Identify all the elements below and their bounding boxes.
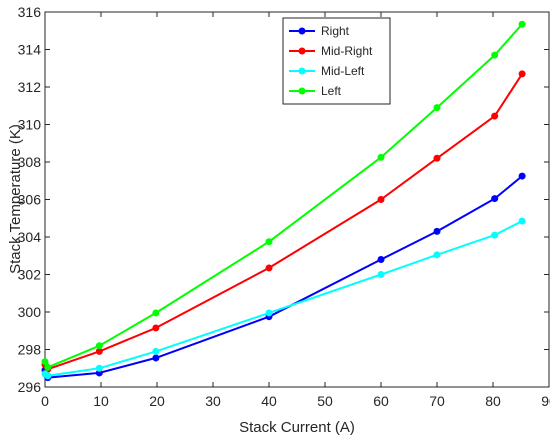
data-point-right — [491, 195, 499, 203]
data-point-left — [265, 238, 273, 246]
data-point-left — [377, 153, 385, 161]
tick-labels: 0 10 20 30 40 50 60 70 80 90 296 298 300 302 304 306 308… — [18, 4, 550, 409]
data-point-left — [44, 363, 52, 371]
data-point-left — [491, 51, 499, 59]
x-tick-label: 20 — [149, 393, 165, 409]
legend: Right Mid-Right Mid-Left Left — [282, 17, 391, 105]
legend-label-right: Right — [321, 24, 350, 38]
data-point-mid-left — [265, 309, 273, 317]
legend-label-mid-right: Mid-Right — [321, 44, 373, 58]
data-point-left — [41, 358, 49, 366]
x-tick-label: 90 — [541, 393, 550, 409]
data-point-left — [433, 104, 441, 112]
data-point-mid-right — [377, 196, 385, 203]
x-tick-label: 70 — [429, 393, 445, 409]
data-point-mid-left — [95, 364, 103, 372]
data-point-right — [377, 256, 385, 263]
y-tick-label: 300 — [18, 304, 42, 320]
axes-box — [44, 11, 550, 388]
y-tick-label: 296 — [18, 379, 42, 395]
data-point-mid-right — [491, 112, 499, 120]
data-point-mid-left — [377, 271, 385, 278]
data-point-mid-right — [95, 347, 103, 355]
y-tick-label: 304 — [18, 229, 42, 245]
legend-label-mid-left: Mid-Left — [321, 64, 365, 78]
x-tick-label: 10 — [93, 393, 109, 409]
data-point-right — [433, 227, 441, 235]
x-tick-label: 40 — [261, 393, 277, 409]
legend-marker-left — [298, 87, 306, 95]
y-tick-label: 310 — [18, 117, 42, 133]
data-point-mid-left — [491, 231, 499, 239]
data-point-left — [152, 309, 160, 317]
y-tick-label: 308 — [18, 154, 42, 170]
x-tick-label: 80 — [485, 393, 501, 409]
x-tick-label: 60 — [373, 393, 389, 409]
y-tick-label: 312 — [18, 79, 42, 95]
data-point-mid-right — [518, 70, 526, 78]
data-point-mid-right — [152, 324, 160, 332]
legend-label-left: Left — [321, 84, 342, 98]
legend-marker-right — [298, 27, 306, 35]
data-point-right — [518, 172, 526, 180]
data-point-mid-right — [433, 154, 441, 162]
legend-marker-mid-right — [298, 47, 306, 55]
data-point-mid-left — [518, 217, 526, 225]
x-tick-label: 0 — [41, 393, 49, 409]
data-point-mid-left — [152, 347, 160, 355]
data-point-mid-right — [265, 264, 273, 272]
data-point-left — [95, 342, 103, 350]
series-lines — [41, 20, 526, 382]
data-point-left — [518, 20, 526, 28]
data-point-mid-left — [433, 251, 441, 259]
y-tick-label: 314 — [18, 42, 42, 58]
x-axis-label: Stack Current (A) — [239, 419, 355, 436]
y-tick-label: 306 — [18, 192, 42, 208]
x-tick-label: 50 — [317, 393, 333, 409]
y-tick-label: 302 — [18, 267, 42, 283]
data-point-right — [152, 354, 160, 362]
legend-marker-mid-left — [298, 67, 306, 75]
x-tick-label: 30 — [205, 393, 221, 409]
y-tick-label: 298 — [18, 342, 42, 358]
y-axis-label: Stack Temperature (K) — [7, 124, 24, 274]
data-point-mid-left — [44, 372, 52, 380]
y-tick-label: 316 — [18, 4, 42, 20]
